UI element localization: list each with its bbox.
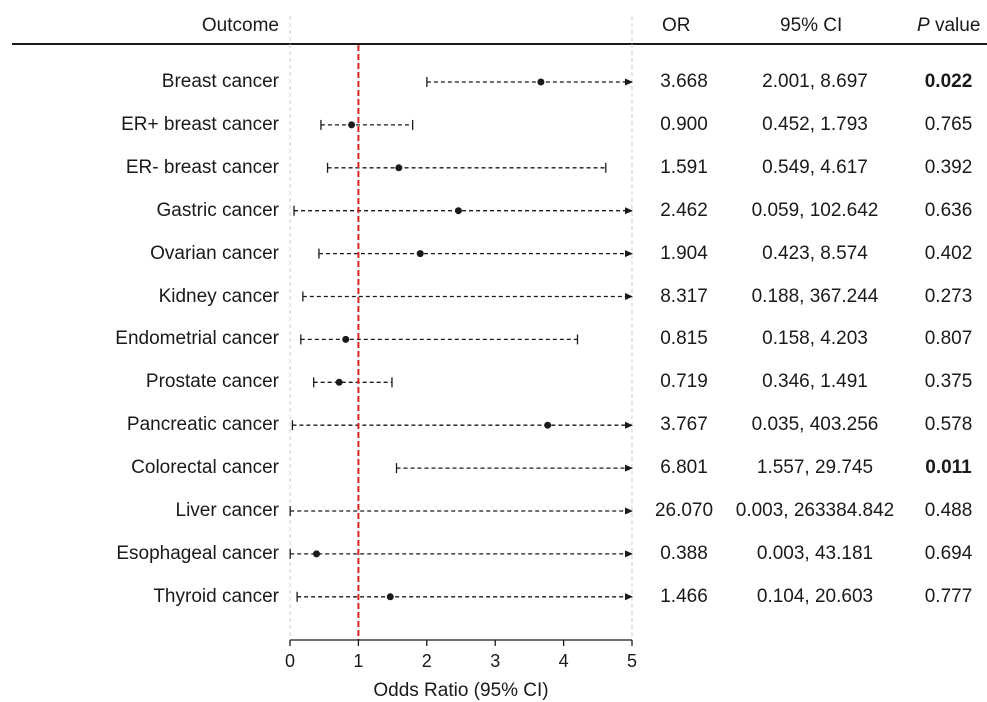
ci-value: 0.035, 403.256 [751,414,879,436]
ci-value: 0.003, 43.181 [756,542,874,564]
outcome-column-header: Outcome [201,15,279,36]
or-value: 2.462 [660,199,708,221]
outcome-label: Ovarian cancer [150,242,279,264]
p-value: 0.777 [924,585,973,607]
table-row: Prostate cancer 0.719 0.346, 1.491 0.375 [0,370,987,394]
header-rule [12,43,987,45]
or-value: 1.904 [660,242,708,264]
table-row: Endometrial cancer 0.815 0.158, 4.203 0.807 [0,327,987,351]
or-point [537,78,545,86]
or-value: 0.719 [660,371,708,393]
p-value: 0.392 [924,156,973,178]
or-point [544,421,552,429]
or-point [313,550,321,558]
table-row: ER+ breast cancer 0.900 0.452, 1.793 0.765 [0,113,987,137]
p-value: 0.694 [924,542,973,564]
table-row: Liver cancer 26.070 0.003, 263384.842 0.488 [0,499,987,523]
outcome-label: ER- breast cancer [125,156,279,178]
or-value: 3.668 [660,71,708,92]
x-axis-title: Odds Ratio (95% CI) [373,680,548,701]
x-tick-label: 3 [490,651,500,671]
or-value: 8.317 [660,285,708,307]
or-value: 26.070 [654,500,714,521]
or-point [348,121,356,129]
p-value: 0.375 [924,371,973,393]
outcome-label: Breast cancer [161,71,279,92]
ci-value: 0.452, 1.793 [762,113,868,135]
x-tick-label: 2 [422,651,432,671]
outcome-label: Prostate cancer [145,371,279,393]
table-row: Breast cancer 3.668 2.001, 8.697 0.022 [0,70,987,94]
x-tick-label: 4 [559,651,569,671]
or-point [416,250,424,258]
or-value: 0.388 [660,542,708,564]
or-point [454,207,462,215]
table-row: Pancreatic cancer 3.767 0.035, 403.256 0.57… [0,413,987,437]
or-value: 1.466 [660,585,708,607]
ci-value: 0.346, 1.491 [762,371,868,393]
x-tick-label: 1 [353,651,363,671]
or-point [386,593,394,601]
p-value: 0.807 [924,328,973,350]
p-value: 0.488 [924,500,973,521]
ci-value: 0.059, 102.642 [751,199,879,221]
outcome-label: ER+ breast cancer [121,113,279,135]
ci-value: 1.557, 29.745 [756,457,874,479]
table-row: Colorectal cancer 6.801 1.557, 29.745 0.011 [0,456,987,480]
or-column-header: OR [662,15,691,36]
ci-value: 0.549, 4.617 [762,156,868,178]
p-value: 0.011 [925,457,972,479]
p-value: 0.636 [924,199,973,221]
outcome-label: Esophageal cancer [116,542,279,564]
p-value-header-italic: P [917,15,930,36]
table-row: Kidney cancer 8.317 0.188, 367.244 0.273 [0,285,987,309]
or-value: 0.815 [660,328,708,350]
or-point [335,378,343,386]
table-row: ER- breast cancer 1.591 0.549, 4.617 0.392 [0,156,987,180]
outcome-label: Colorectal cancer [131,457,279,479]
x-tick-label: 5 [627,651,637,671]
table-row: Ovarian cancer 1.904 0.423, 8.574 0.402 [0,242,987,266]
x-tick-label: 0 [285,651,295,671]
table-row: Thyroid cancer 1.466 0.104, 20.603 0.777 [0,585,987,609]
ci-column-header: 95% CI [780,15,843,36]
p-value-column-header: P value [917,14,980,38]
p-value: 0.402 [924,242,973,264]
or-point [342,335,350,343]
outcome-label: Liver cancer [175,500,280,521]
ci-value: 0.003, 263384.842 [735,500,895,521]
p-value: 0.578 [924,414,973,436]
p-value: 0.765 [924,113,973,135]
p-value: 0.273 [924,285,973,307]
p-value-header-rest: value [929,15,981,36]
ci-value: 0.158, 4.203 [762,328,868,350]
outcome-label: Gastric cancer [156,199,279,221]
or-point [395,164,403,172]
outcome-label: Kidney cancer [158,285,279,307]
or-value: 6.801 [660,457,708,479]
ci-value: 2.001, 8.697 [762,71,868,92]
table-row: Gastric cancer 2.462 0.059, 102.642 0.636 [0,199,987,223]
ci-value: 0.188, 367.244 [751,285,879,307]
ci-value: 0.423, 8.574 [762,242,868,264]
or-value: 0.900 [660,113,708,135]
outcome-label: Endometrial cancer [115,328,279,350]
or-value: 3.767 [660,414,708,436]
outcome-label: Thyroid cancer [153,585,279,607]
ci-value: 0.104, 20.603 [756,585,874,607]
p-value: 0.022 [924,71,973,92]
outcome-label: Pancreatic cancer [126,414,279,436]
table-row: Esophageal cancer 0.388 0.003, 43.181 0.694 [0,542,987,566]
or-value: 1.591 [660,156,708,178]
